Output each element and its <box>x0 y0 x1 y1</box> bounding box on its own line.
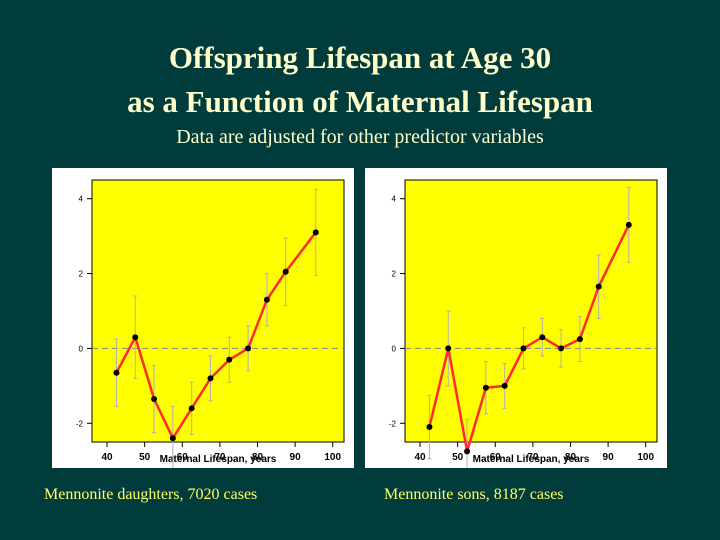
x-tick-label: 90 <box>290 452 302 463</box>
data-point <box>282 268 289 275</box>
y-tick-label: 0 <box>392 344 397 353</box>
chart-panel-sons: 40 50 60 70 80 90 100 -2 0 2 4 Maternal Lifespan, y… <box>365 168 667 468</box>
y-tick-label: 0 <box>79 344 84 353</box>
data-point <box>132 334 139 341</box>
x-tick-label: 70 <box>214 452 226 463</box>
data-point <box>445 345 452 352</box>
data-point <box>151 395 158 402</box>
data-point <box>576 336 583 343</box>
data-point <box>312 229 319 236</box>
x-tick-label: 90 <box>603 452 615 463</box>
data-point <box>263 296 270 303</box>
x-tick-label: 40 <box>101 452 113 463</box>
y-tick-label: 4 <box>392 195 397 204</box>
data-point <box>245 345 252 352</box>
plot-area <box>404 179 658 443</box>
y-tick-label: 2 <box>392 270 397 279</box>
data-point <box>464 448 471 455</box>
y-tick-label: 2 <box>79 270 84 279</box>
data-point <box>169 435 176 442</box>
x-tick-label: 50 <box>452 452 464 463</box>
x-tick-label: 80 <box>565 452 577 463</box>
x-tick-label: 40 <box>414 452 426 463</box>
y-tick-label: -2 <box>389 419 397 428</box>
chart-panel-daughters: 40 50 60 70 80 90 100 -2 0 2 4 Maternal Lifespan, y… <box>52 168 354 468</box>
x-tick-label: 50 <box>139 452 151 463</box>
data-point <box>595 283 602 290</box>
data-point <box>539 334 546 341</box>
data-point <box>188 405 195 412</box>
x-tick-label: 100 <box>324 452 341 463</box>
x-tick-label: 80 <box>252 452 264 463</box>
data-point <box>520 345 527 352</box>
data-point <box>426 424 433 431</box>
chart-daughters: 40 50 60 70 80 90 100 -2 0 2 4 Maternal Lifespan, y… <box>76 179 345 468</box>
caption-daughters: Mennonite daughters, 7020 cases <box>44 486 258 503</box>
data-point <box>113 369 120 376</box>
chart-title-line-1: Offspring Lifespan at Age 30 <box>168 40 552 75</box>
data-point <box>625 221 632 228</box>
x-tick-label: 60 <box>490 452 502 463</box>
chart-sons: 40 50 60 70 80 90 100 -2 0 2 4 Maternal Lifespan, y… <box>389 179 658 468</box>
x-tick-label: 60 <box>177 452 189 463</box>
data-point <box>207 375 214 382</box>
plot-area <box>91 179 345 443</box>
x-axis-label: Maternal Lifespan, years <box>473 454 590 465</box>
x-tick-label: 70 <box>527 452 539 463</box>
x-tick-label: 100 <box>637 452 654 463</box>
data-point <box>482 384 489 391</box>
data-point <box>558 345 565 352</box>
data-point <box>226 356 233 363</box>
x-axis-label: Maternal Lifespan, years <box>160 454 277 465</box>
caption-sons: Mennonite sons, 8187 cases <box>384 486 564 503</box>
data-point <box>501 382 508 389</box>
y-tick-label: 4 <box>79 195 84 204</box>
y-tick-label: -2 <box>76 419 84 428</box>
chart-title-line-2: as a Function of Maternal Lifespan <box>127 84 593 119</box>
chart-subtitle: Data are adjusted for other predictor va… <box>176 126 544 148</box>
